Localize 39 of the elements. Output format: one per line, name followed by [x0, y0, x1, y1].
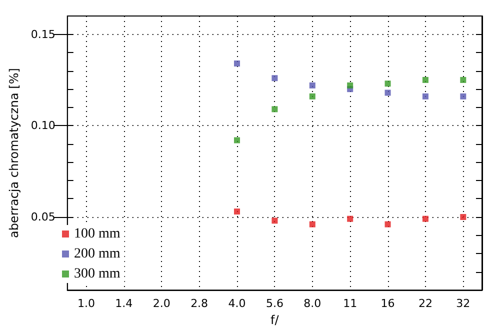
x-tick-label: 4.0: [228, 297, 246, 310]
point: [460, 214, 466, 220]
x-tick-label: 22: [418, 297, 432, 310]
x-tick-label: 11: [343, 297, 358, 310]
x-tick-label: 8.0: [304, 297, 322, 310]
point: [309, 221, 316, 228]
x-tick-label: 1.0: [77, 297, 95, 310]
x-tick-label: 2.8: [190, 297, 208, 310]
point: [384, 221, 391, 228]
point: [272, 75, 278, 82]
point: [309, 93, 316, 100]
point: [460, 76, 466, 83]
y-axis-title: aberracja chromatyczna [%]: [7, 68, 21, 238]
point: [347, 82, 354, 88]
x-tick-label: 32: [456, 297, 470, 310]
point: [234, 137, 240, 144]
legend-label: 100 mm: [74, 226, 120, 242]
x-tick-label: 2.0: [152, 297, 170, 310]
point: [422, 93, 428, 100]
x-axis-title: f/: [270, 313, 280, 327]
point: [384, 80, 391, 87]
legend-label: 200 mm: [74, 246, 120, 262]
x-tick-label: 16: [380, 297, 395, 310]
point: [460, 93, 466, 100]
y-tick-label: 0.15: [30, 28, 56, 41]
point: [234, 60, 240, 67]
point: [272, 218, 278, 224]
point: [234, 208, 240, 215]
point: [309, 82, 316, 88]
point: [347, 216, 354, 222]
y-tick-label: 0.10: [30, 119, 56, 132]
point: [422, 76, 428, 83]
x-tick-label: 5.6: [266, 297, 284, 310]
point: [384, 90, 391, 96]
legend-label: 300 mm: [74, 266, 120, 282]
point: [272, 106, 278, 112]
x-tick-label: 1.4: [115, 297, 133, 310]
y-tick-label: 0.05: [30, 210, 56, 224]
point: [422, 216, 428, 222]
